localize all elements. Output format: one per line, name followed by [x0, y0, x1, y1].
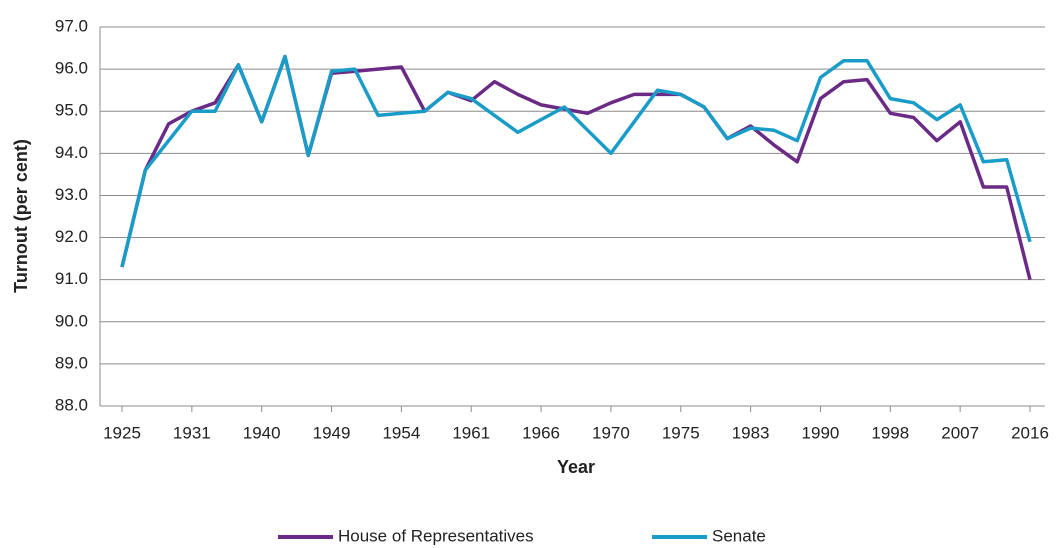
x-tick-label: 1931 [173, 423, 211, 442]
x-tick-label: 2016 [1011, 423, 1049, 442]
x-tick-label: 1998 [871, 423, 909, 442]
x-tick-label: 1954 [382, 423, 420, 442]
y-tick-label: 92.0 [55, 227, 88, 246]
series-line [120, 54, 1032, 281]
x-tick-label: 1940 [243, 423, 281, 442]
x-tick-label: 1970 [592, 423, 630, 442]
x-axis-title: Year [557, 457, 595, 477]
y-tick-label: 97.0 [55, 16, 88, 35]
y-tick-label: 90.0 [55, 311, 88, 330]
y-tick-label: 94.0 [55, 143, 88, 162]
x-tick-label: 2007 [941, 423, 979, 442]
x-tick-label: 1990 [802, 423, 840, 442]
x-tick-label: 1925 [103, 423, 141, 442]
x-tick-label: 1966 [522, 423, 560, 442]
y-tick-label: 96.0 [55, 59, 88, 78]
series-line [120, 54, 1032, 268]
x-tick-label: 1961 [452, 423, 490, 442]
x-tick-label: 1983 [732, 423, 770, 442]
legend-label: Senate [712, 526, 766, 545]
y-tick-label: 88.0 [55, 395, 88, 414]
y-tick-label: 93.0 [55, 185, 88, 204]
y-tick-label: 95.0 [55, 101, 88, 120]
y-axis-title: Turnout (per cent) [11, 139, 31, 293]
x-tick-label: 1949 [313, 423, 351, 442]
y-tick-label: 91.0 [55, 269, 88, 288]
legend-label: House of Representatives [338, 526, 534, 545]
y-tick-label: 89.0 [55, 353, 88, 372]
x-tick-label: 1975 [662, 423, 700, 442]
